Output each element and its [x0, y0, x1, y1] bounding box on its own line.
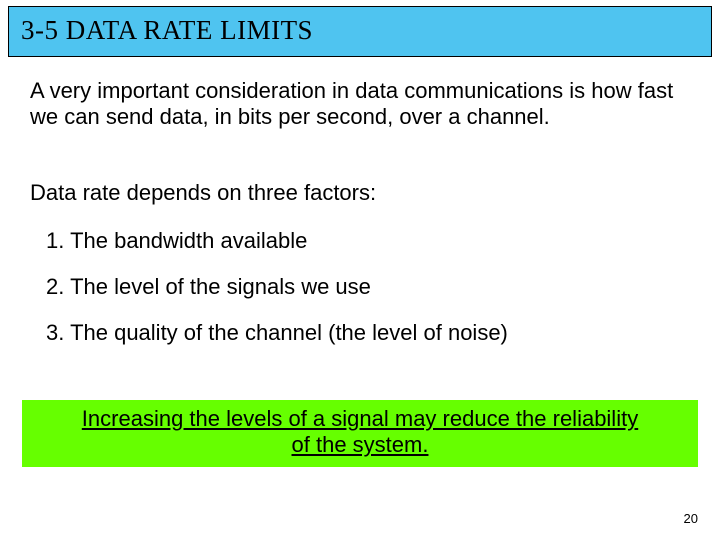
slide: 3-5 DATA RATE LIMITS A very important co… [0, 0, 720, 540]
section-title-bar: 3-5 DATA RATE LIMITS [8, 6, 712, 57]
callout-line-2: of the system. [292, 432, 429, 457]
page-number: 20 [684, 511, 698, 526]
callout-box: Increasing the levels of a signal may re… [22, 400, 698, 467]
intro-paragraph: A very important consideration in data c… [30, 78, 690, 131]
factors-lead-in: Data rate depends on three factors: [30, 180, 690, 205]
callout-line-1: Increasing the levels of a signal may re… [82, 406, 638, 431]
factor-item-3: 3. The quality of the channel (the level… [46, 320, 686, 345]
factor-item-2: 2. The level of the signals we use [46, 274, 686, 299]
factor-item-1: 1. The bandwidth available [46, 228, 686, 253]
